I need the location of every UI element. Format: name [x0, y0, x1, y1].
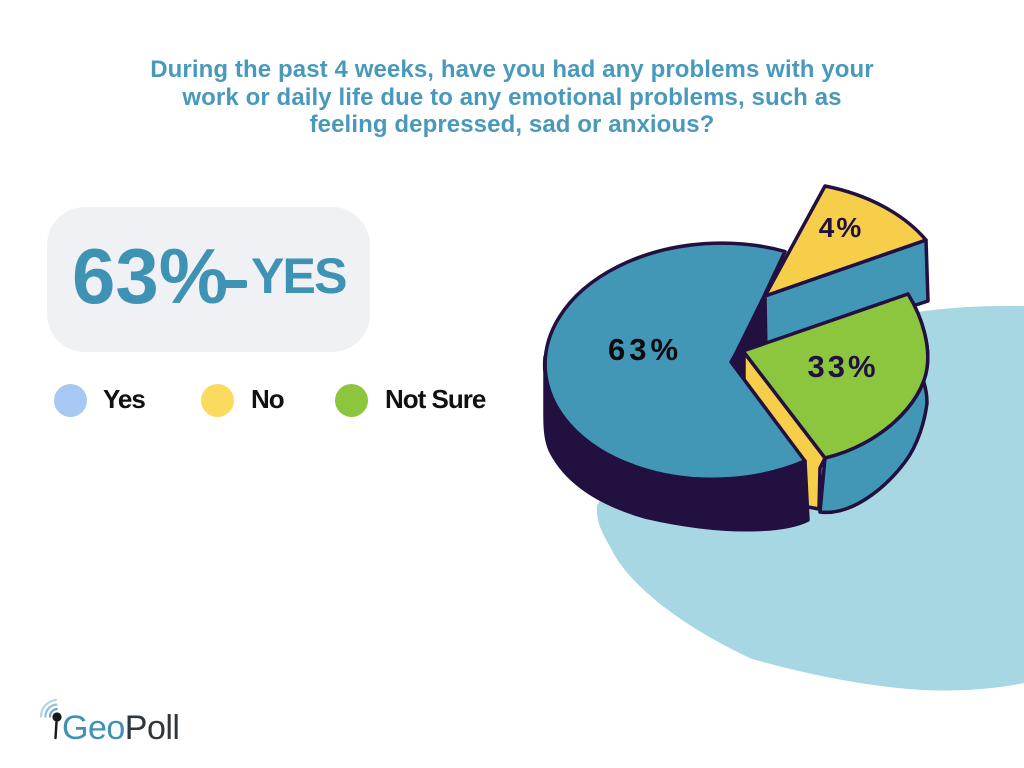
svg-text:63%: 63%: [608, 332, 682, 367]
svg-text:4%: 4%: [819, 212, 863, 243]
svg-text:33%: 33%: [807, 349, 878, 384]
